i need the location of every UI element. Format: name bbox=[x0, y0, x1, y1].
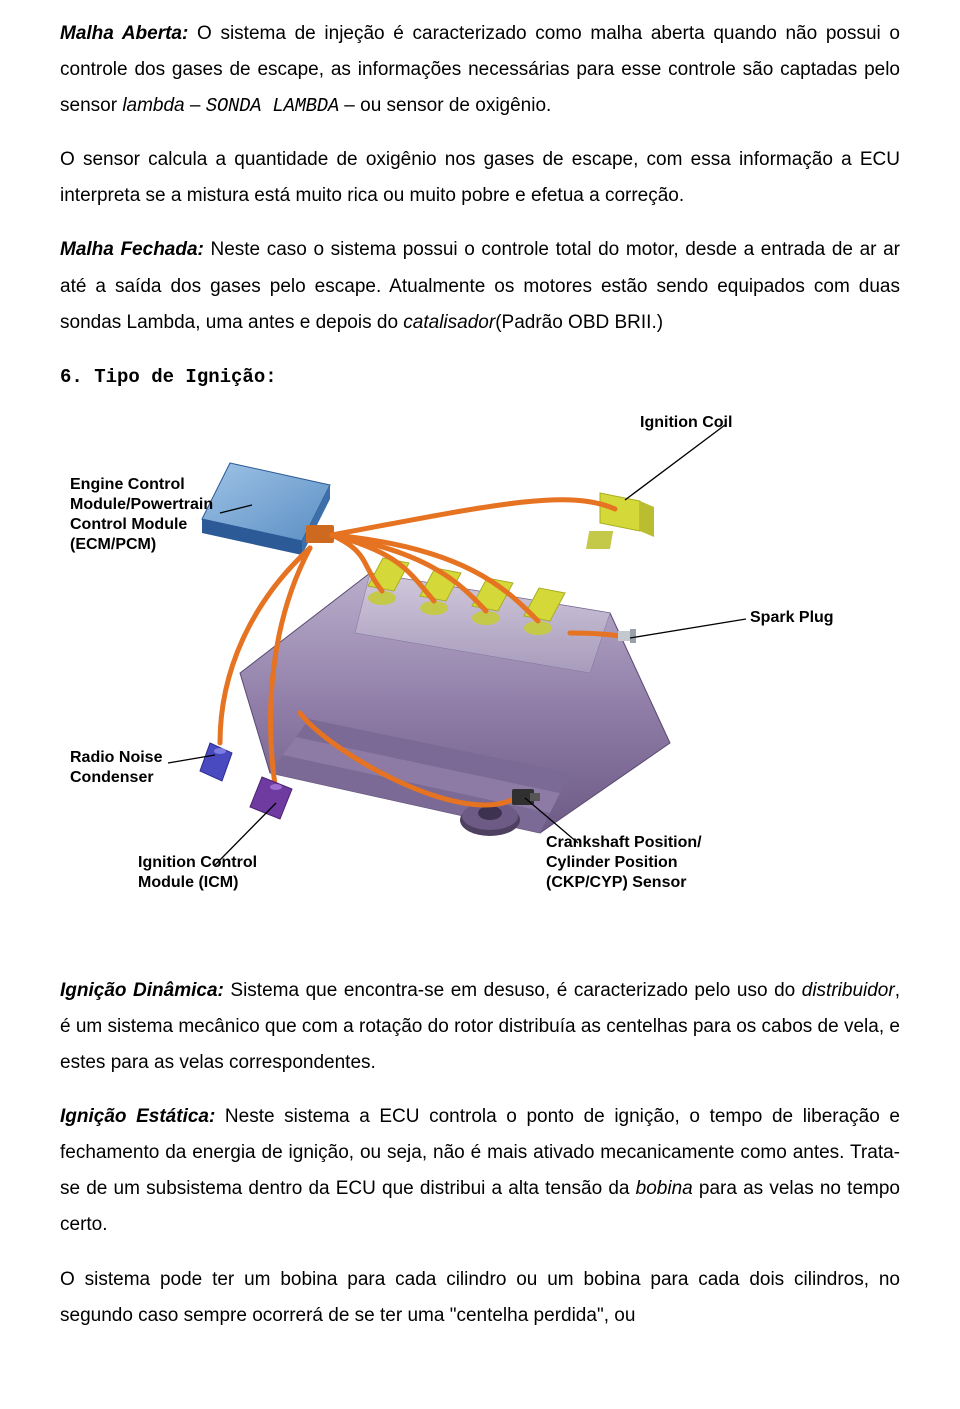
paragraph-ignicao-dinamica: Ignição Dinâmica: Sistema que encontra-s… bbox=[60, 973, 900, 1081]
p3-tail: (Padrão OBD BRII.) bbox=[495, 312, 663, 333]
label-ignition-coil: Ignition Coil bbox=[640, 413, 732, 433]
p4-body-a: Sistema que encontra-se em desuso, é car… bbox=[224, 980, 802, 1001]
p1-dash2: – bbox=[339, 95, 360, 116]
heading-tipo-ignicao: 6. Tipo de Ignição: bbox=[60, 359, 900, 395]
term-malha-aberta: Malha Aberta: bbox=[60, 23, 188, 44]
label-radio-noise-condenser: Radio NoiseCondenser bbox=[70, 748, 162, 788]
radio-noise-condenser-icon bbox=[200, 743, 232, 781]
paragraph-sensor-calc: O sensor calcula a quantidade de oxigêni… bbox=[60, 142, 900, 214]
p4-distribuidor: distribuidor bbox=[802, 980, 895, 1001]
p1-sonda-lambda: SONDA LAMBDA bbox=[206, 95, 339, 117]
paragraph-ignicao-estatica: Ignição Estática: Neste sistema a ECU co… bbox=[60, 1099, 900, 1243]
p5-bobina: bobina bbox=[636, 1178, 693, 1199]
paragraph-bobina-cilindro: O sistema pode ter um bobina para cada c… bbox=[60, 1262, 900, 1334]
term-ignicao-estatica: Ignição Estática: bbox=[60, 1106, 215, 1127]
label-ckp-cyp: Crankshaft Position/Cylinder Position(CK… bbox=[546, 833, 702, 893]
p3-catalisador: catalisador bbox=[403, 312, 495, 333]
engine-block-icon bbox=[240, 573, 670, 836]
icm-icon bbox=[250, 777, 292, 819]
label-ecm-pcm: Engine ControlModule/PowertrainControl M… bbox=[70, 475, 213, 555]
spark-plug-icon bbox=[618, 629, 636, 643]
term-malha-fechada: Malha Fechada: bbox=[60, 239, 204, 260]
label-icm: Ignition ControlModule (ICM) bbox=[138, 853, 257, 893]
label-spark-plug: Spark Plug bbox=[750, 608, 834, 628]
p1-dash1: – bbox=[185, 95, 206, 116]
paragraph-malha-fechada: Malha Fechada: Neste caso o sistema poss… bbox=[60, 232, 900, 340]
document-page: Malha Aberta: O sistema de injeção é car… bbox=[0, 0, 960, 1409]
paragraph-malha-aberta: Malha Aberta: O sistema de injeção é car… bbox=[60, 16, 900, 124]
ignition-system-diagram: Ignition Coil Engine ControlModule/Power… bbox=[70, 413, 890, 933]
ecm-pcm-icon bbox=[202, 463, 334, 555]
p1-lambda-italic: lambda bbox=[122, 95, 184, 116]
term-ignicao-dinamica: Ignição Dinâmica: bbox=[60, 980, 224, 1001]
p1-tail: ou sensor de oxigênio. bbox=[360, 95, 551, 116]
